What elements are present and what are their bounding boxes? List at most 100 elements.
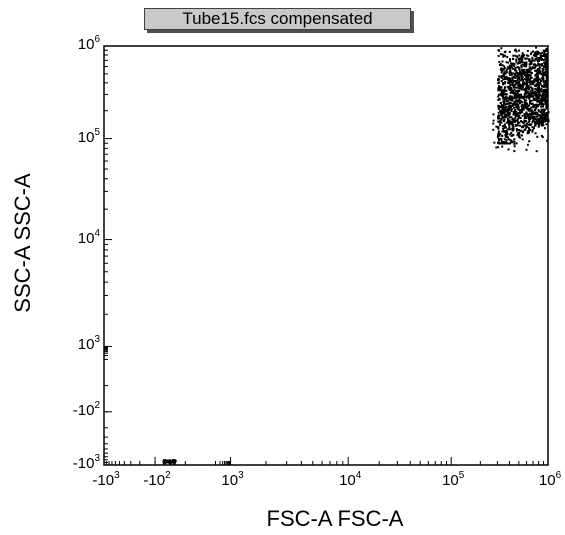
data-point: [535, 69, 538, 72]
data-point: [541, 74, 544, 77]
data-point: [499, 109, 502, 112]
data-point: [497, 120, 500, 123]
data-point: [547, 111, 550, 114]
data-point: [537, 51, 540, 53]
data-point: [503, 123, 506, 126]
data-point: [503, 82, 506, 85]
data-point: [507, 81, 510, 84]
data-point: [545, 123, 548, 126]
data-point: [503, 116, 506, 119]
data-point: [501, 104, 504, 107]
data-point: [517, 84, 520, 87]
data-point: [522, 63, 525, 66]
data-point: [522, 53, 524, 56]
data-point: [535, 78, 538, 81]
data-point: [522, 61, 524, 64]
data-point: [523, 105, 526, 108]
data-point: [171, 459, 174, 462]
data-point: [505, 93, 507, 96]
data-point: [541, 123, 544, 126]
data-point: [534, 53, 536, 55]
data-point: [534, 64, 537, 66]
data-point: [502, 82, 505, 84]
data-point: [535, 115, 538, 118]
data-point: [518, 87, 521, 90]
data-point: [500, 80, 503, 83]
data-point: [515, 50, 518, 53]
x-tick-label: -103: [92, 470, 120, 489]
data-point: [523, 68, 526, 71]
data-point: [536, 135, 539, 138]
data-point: [521, 76, 524, 79]
data-point: [504, 54, 506, 57]
data-point: [508, 67, 511, 70]
data-point: [515, 142, 518, 145]
data-point: [515, 119, 518, 122]
data-point: [537, 117, 540, 120]
data-point: [526, 91, 529, 93]
data-point: [499, 138, 502, 141]
data-point: [505, 68, 508, 71]
data-point: [533, 127, 535, 130]
data-point: [520, 88, 523, 91]
data-point: [538, 93, 541, 96]
data-point: [495, 125, 498, 128]
data-point: [536, 105, 539, 108]
data-point: [546, 118, 548, 121]
data-point: [517, 78, 520, 81]
data-point: [507, 97, 510, 100]
data-point: [508, 64, 511, 67]
data-point: [516, 132, 519, 135]
data-point: [513, 113, 516, 115]
data-point: [501, 91, 503, 94]
data-point: [508, 77, 511, 80]
data-point: [505, 130, 507, 133]
data-point: [533, 99, 536, 101]
data-point: [525, 99, 528, 102]
data-point: [523, 94, 526, 97]
data-point: [533, 63, 535, 66]
data-point: [528, 97, 531, 100]
data-point: [516, 91, 519, 94]
data-point: [516, 118, 519, 121]
data-point: [540, 57, 542, 60]
data-point: [507, 61, 510, 64]
data-point: [528, 63, 531, 66]
data-point: [497, 131, 500, 134]
data-point: [537, 83, 540, 86]
data-point: [520, 95, 523, 98]
data-point: [497, 82, 500, 85]
data-point: [504, 106, 507, 109]
data-point: [167, 461, 170, 464]
data-point: [537, 120, 540, 123]
data-point: [501, 83, 504, 86]
data-point: [521, 82, 524, 85]
data-point: [509, 122, 512, 124]
data-point: [525, 120, 527, 122]
data-point: [515, 129, 518, 132]
data-point: [521, 138, 524, 141]
data-point: [509, 58, 511, 61]
data-point: [533, 124, 536, 127]
data-point: [525, 102, 528, 105]
data-point: [542, 112, 545, 115]
data-point: [516, 62, 519, 65]
data-point: [542, 68, 545, 71]
x-tick-label: 105: [442, 470, 465, 489]
data-point: [508, 65, 511, 68]
data-point: [516, 56, 519, 59]
data-point: [503, 103, 506, 106]
data-point: [511, 129, 514, 132]
data-point: [544, 101, 547, 103]
data-point: [499, 133, 502, 135]
data-point: [507, 118, 509, 121]
data-point: [513, 80, 516, 82]
data-point: [498, 75, 501, 78]
data-point: [530, 72, 533, 74]
data-points: [162, 46, 550, 465]
data-point: [546, 48, 548, 51]
data-point: [525, 86, 528, 88]
data-point: [537, 125, 540, 128]
data-point: [516, 114, 519, 117]
data-point: [513, 88, 516, 91]
